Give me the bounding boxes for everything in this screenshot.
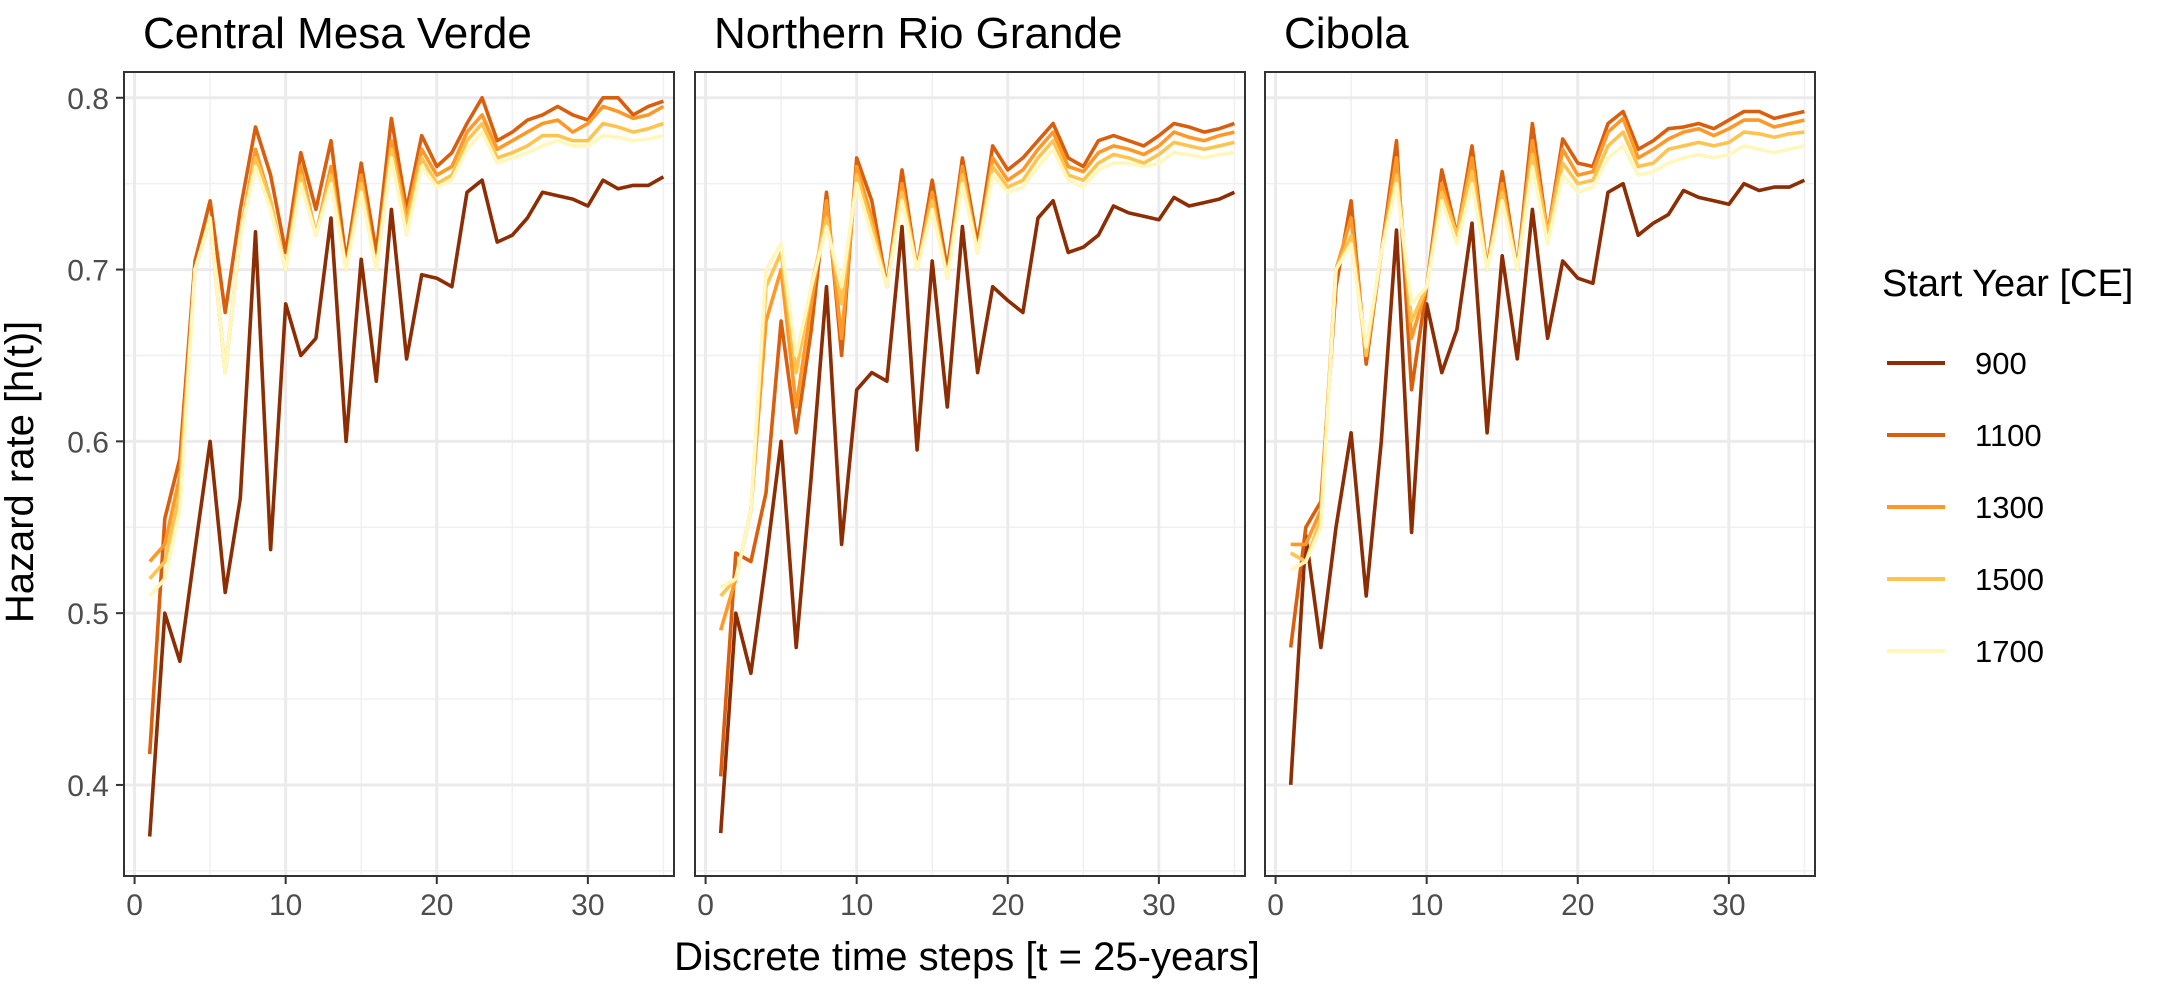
x-tick-label: 30 — [1712, 889, 1745, 922]
legend-label-1700: 1700 — [1975, 634, 2044, 669]
legend-label-1500: 1500 — [1975, 562, 2044, 597]
y-tick-label: 0.7 — [67, 255, 109, 288]
y-tick-label: 0.8 — [67, 83, 109, 116]
x-tick-label: 30 — [571, 889, 604, 922]
panel-northern-rio-grande: Northern Rio Grande 0 10 20 30 — [694, 9, 1246, 922]
legend-title: Start Year [CE] — [1882, 263, 2133, 305]
x-tick-label: 10 — [840, 889, 873, 922]
panel-title-cibola: Cibola — [1284, 9, 1409, 58]
legend-label-1300: 1300 — [1975, 490, 2044, 525]
panel-border — [1264, 71, 1816, 877]
x-tick-label: 20 — [991, 889, 1024, 922]
x-axis-cibola: 0 10 20 30 — [1267, 876, 1746, 922]
series-line-900 — [1288, 178, 1806, 786]
x-axis-central-mesa-verde: 0 10 20 30 — [126, 876, 605, 922]
series-line-1700 — [1289, 144, 1805, 572]
x-axis-title: Discrete time steps [t = 25-years] — [674, 935, 1260, 979]
legend: Start Year [CE] 900 1100 1300 1500 1700 — [1882, 263, 2133, 669]
panel-border — [123, 71, 675, 877]
series-line-1700 — [148, 130, 664, 598]
series-line-1700 — [719, 147, 1235, 589]
panel-title-central-mesa-verde: Central Mesa Verde — [143, 9, 532, 58]
panel-title-northern-rio-grande: Northern Rio Grande — [714, 9, 1122, 58]
x-tick-label: 30 — [1142, 889, 1175, 922]
gridlines — [124, 72, 674, 876]
legend-entries: 900 1100 1300 1500 1700 — [1887, 346, 2044, 669]
panel-border — [694, 71, 1246, 877]
x-tick-label: 0 — [126, 889, 143, 922]
x-tick-label: 10 — [1410, 889, 1443, 922]
x-tick-label: 10 — [269, 889, 302, 922]
legend-entry-1500: 1500 — [1887, 562, 2044, 597]
y-tick-label: 0.4 — [67, 770, 109, 803]
legend-entry-1700: 1700 — [1887, 634, 2044, 669]
x-tick-label: 0 — [697, 889, 714, 922]
x-tick-label: 20 — [420, 889, 453, 922]
y-tick-label: 0.5 — [67, 598, 109, 631]
x-axis-northern-rio-grande: 0 10 20 30 — [697, 876, 1176, 922]
panel-central-mesa-verde: Central Mesa Verde 0 10 20 30 0.4 0.5 0.6 0.7 0.8 — [67, 9, 675, 922]
y-tick-label: 0.6 — [67, 426, 109, 459]
gridlines — [695, 72, 1245, 876]
x-tick-label: 20 — [1561, 889, 1594, 922]
legend-entry-900: 900 — [1887, 346, 2027, 381]
y-axis-title: Hazard rate [h(t)] — [0, 321, 42, 623]
legend-entry-1100: 1100 — [1887, 418, 2042, 453]
legend-label-1100: 1100 — [1975, 418, 2042, 453]
legend-entry-1300: 1300 — [1887, 490, 2044, 525]
x-tick-label: 0 — [1267, 889, 1284, 922]
legend-label-900: 900 — [1975, 346, 2027, 381]
series-line-900 — [147, 175, 665, 837]
series-lines — [1288, 109, 1806, 786]
facet-panels: Central Mesa Verde 0 10 20 30 0.4 0.5 0.6 0.7 0.8… — [67, 9, 1816, 922]
series-line-900 — [718, 190, 1236, 834]
panel-cibola: Cibola 0 10 20 30 — [1264, 9, 1816, 922]
series-lines — [718, 121, 1236, 834]
series-lines — [147, 96, 665, 837]
y-axis: 0.4 0.5 0.6 0.7 0.8 — [67, 83, 124, 803]
panel-background — [124, 72, 674, 876]
